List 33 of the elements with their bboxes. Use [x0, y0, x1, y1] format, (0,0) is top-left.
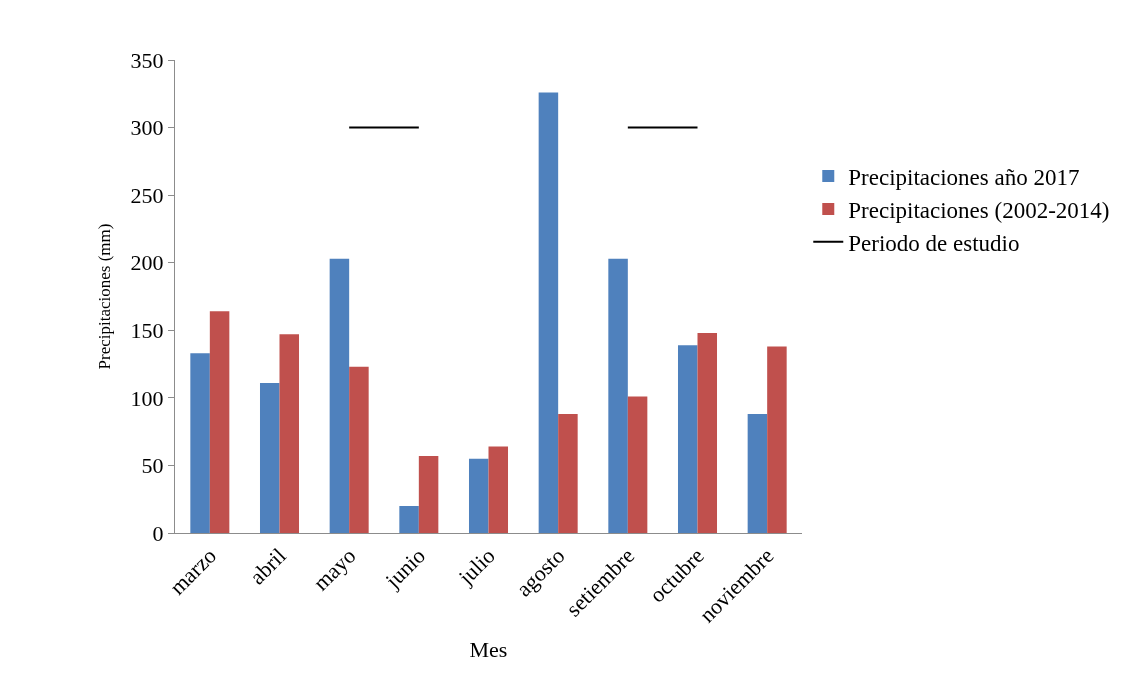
bar — [329, 258, 350, 533]
y-axis-title: Precipitaciones (mm) — [95, 223, 115, 370]
bar — [747, 414, 768, 533]
bar — [627, 396, 648, 533]
bar — [558, 414, 578, 533]
x-axis-title: Mes — [469, 637, 508, 663]
bar — [259, 382, 280, 533]
bar — [767, 346, 787, 533]
y-tick-label: 0 — [152, 520, 164, 546]
y-tick-label: 300 — [130, 115, 164, 141]
legend-label: Periodo de estudio — [848, 230, 1020, 256]
x-tick-label: abril — [244, 543, 291, 590]
bar — [488, 446, 509, 533]
bar — [538, 92, 559, 533]
bar — [190, 353, 210, 533]
bar — [418, 455, 439, 533]
x-tick-label: julio — [452, 543, 500, 590]
y-tick-label: 100 — [130, 385, 164, 411]
bar — [349, 366, 369, 533]
bar — [279, 334, 300, 533]
bar — [677, 345, 698, 533]
bar — [209, 311, 230, 533]
y-tick-label: 200 — [130, 250, 164, 276]
bar — [608, 258, 628, 533]
legend-label: Precipitaciones (2002-2014) — [848, 197, 1110, 223]
y-tick-label: 250 — [130, 182, 164, 208]
bar — [697, 332, 718, 533]
y-tick-label: 350 — [130, 47, 164, 73]
y-tick-label: 150 — [130, 317, 164, 343]
bar — [399, 505, 419, 533]
y-tick-label: 50 — [141, 453, 164, 479]
legend-label: Precipitaciones año 2017 — [848, 165, 1080, 191]
bar — [468, 458, 489, 533]
